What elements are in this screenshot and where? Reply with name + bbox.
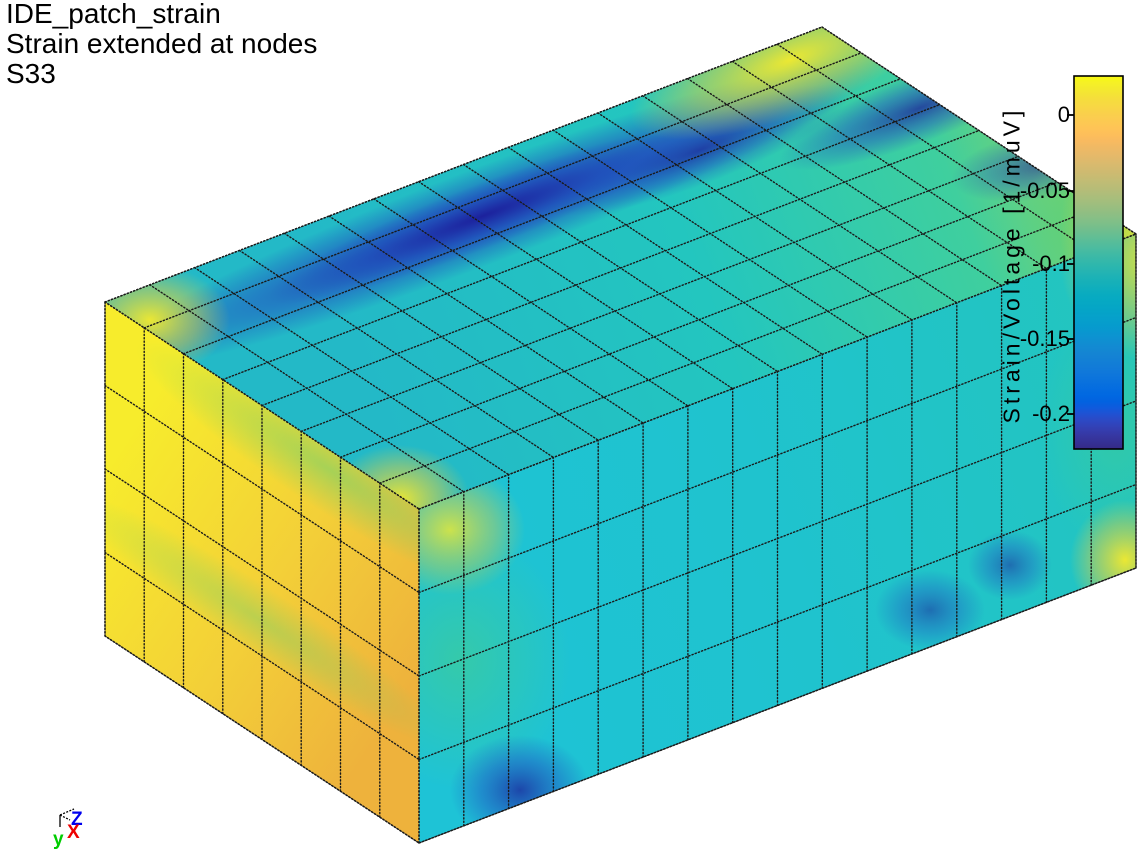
svg-text:X: X bbox=[67, 822, 80, 843]
svg-text:y: y bbox=[53, 829, 64, 850]
